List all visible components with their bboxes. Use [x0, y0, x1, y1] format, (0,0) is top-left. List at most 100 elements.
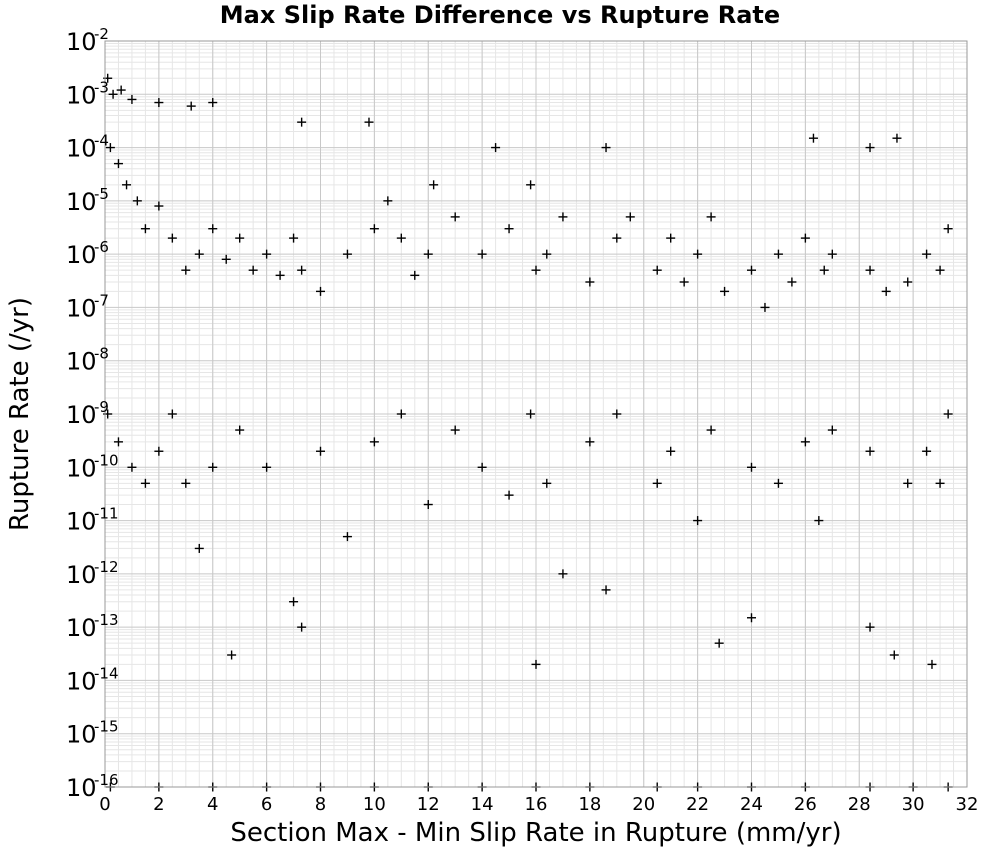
data-point [342, 532, 352, 542]
data-point [531, 265, 541, 275]
data-point [865, 622, 875, 632]
data-point [154, 98, 164, 108]
data-point [612, 233, 622, 243]
y-tick-exponent: -8 [94, 345, 109, 363]
data-point [396, 409, 406, 419]
data-point [154, 201, 164, 211]
x-tick-label: 8 [315, 794, 326, 815]
y-tick-base: 10 [66, 294, 97, 322]
data-point [773, 478, 783, 488]
data-point [865, 446, 875, 456]
x-tick-label: 32 [956, 794, 979, 815]
data-point [652, 265, 662, 275]
data-point [935, 478, 945, 488]
data-point [491, 143, 501, 153]
y-tick-exponent: -9 [94, 398, 109, 416]
y-axis-label: Rupture Rate (/yr) [5, 297, 35, 531]
y-tick-exponent: -3 [94, 78, 109, 96]
data-point [865, 143, 875, 153]
y-tick-base: 10 [66, 241, 97, 269]
data-point [122, 180, 132, 190]
data-point [116, 85, 126, 95]
data-point [808, 133, 818, 143]
plot-frame [104, 40, 968, 788]
data-point [693, 516, 703, 526]
data-point [248, 265, 258, 275]
data-point [714, 638, 724, 648]
data-point [800, 437, 810, 447]
data-point [706, 212, 716, 222]
data-point [477, 462, 487, 472]
data-point [208, 98, 218, 108]
x-tick-label: 20 [632, 794, 655, 815]
data-point [531, 659, 541, 669]
data-point [922, 249, 932, 259]
y-tick-label: 10-6 [66, 238, 109, 269]
data-point [773, 249, 783, 259]
y-tick-label: 10-5 [66, 185, 109, 216]
data-point [235, 233, 245, 243]
data-point [316, 446, 325, 456]
data-point [113, 437, 123, 447]
x-tick-label: 30 [902, 794, 925, 815]
data-point [558, 569, 568, 579]
data-point [814, 516, 824, 526]
y-tick-label: 10-7 [66, 291, 109, 322]
data-point [477, 249, 487, 259]
data-point [410, 270, 420, 280]
y-tick-base: 10 [66, 508, 97, 536]
data-point [383, 196, 393, 206]
data-point [297, 117, 307, 127]
data-points [103, 73, 953, 792]
data-point [612, 409, 622, 419]
y-tick-label: 10-8 [66, 345, 109, 376]
y-tick-label: 10-2 [66, 25, 109, 56]
x-tick-label: 28 [848, 794, 871, 815]
x-tick-label: 24 [740, 794, 763, 815]
x-tick-label: 0 [99, 794, 110, 815]
x-tick-label: 22 [686, 794, 709, 815]
y-tick-base: 10 [66, 188, 97, 216]
data-point [943, 224, 953, 234]
x-tick-label: 14 [471, 794, 494, 815]
data-point [922, 446, 932, 456]
data-point [800, 233, 810, 243]
y-tick-label: 10-3 [66, 78, 109, 109]
data-point [423, 500, 433, 510]
grid [104, 40, 968, 788]
y-tick-base: 10 [66, 614, 97, 642]
data-point [132, 196, 142, 206]
x-axis-label: Section Max - Min Slip Rate in Rupture (… [230, 818, 841, 848]
data-point [167, 233, 177, 243]
data-point [903, 277, 913, 287]
data-point [105, 143, 115, 153]
data-point [227, 650, 237, 660]
y-tick-exponent: -11 [94, 505, 119, 523]
data-point [181, 478, 191, 488]
y-tick-base: 10 [66, 667, 97, 695]
x-axis-ticks: 0 2 4 6 8 10 12 14 16 18 20 22 24 26 28 30 32 [99, 794, 978, 815]
data-point [429, 180, 439, 190]
x-tick-label: 26 [794, 794, 817, 815]
data-point [827, 425, 837, 435]
data-point [194, 543, 204, 553]
data-point [108, 89, 118, 99]
data-point [113, 159, 123, 169]
y-tick-base: 10 [66, 135, 97, 163]
y-tick-base: 10 [66, 561, 97, 589]
data-point [542, 478, 552, 488]
y-tick-label: 10-9 [66, 398, 109, 429]
data-point [262, 249, 272, 259]
data-point [903, 478, 913, 488]
y-tick-label: 10-4 [66, 132, 109, 163]
y-tick-base: 10 [66, 721, 97, 749]
data-point [154, 446, 164, 456]
data-point [423, 249, 433, 259]
y-tick-label: 10-10 [66, 451, 119, 482]
data-point [275, 270, 285, 280]
data-point [450, 212, 460, 222]
data-point [787, 277, 797, 287]
data-point [666, 233, 676, 243]
data-point [342, 249, 352, 259]
data-point [526, 409, 536, 419]
